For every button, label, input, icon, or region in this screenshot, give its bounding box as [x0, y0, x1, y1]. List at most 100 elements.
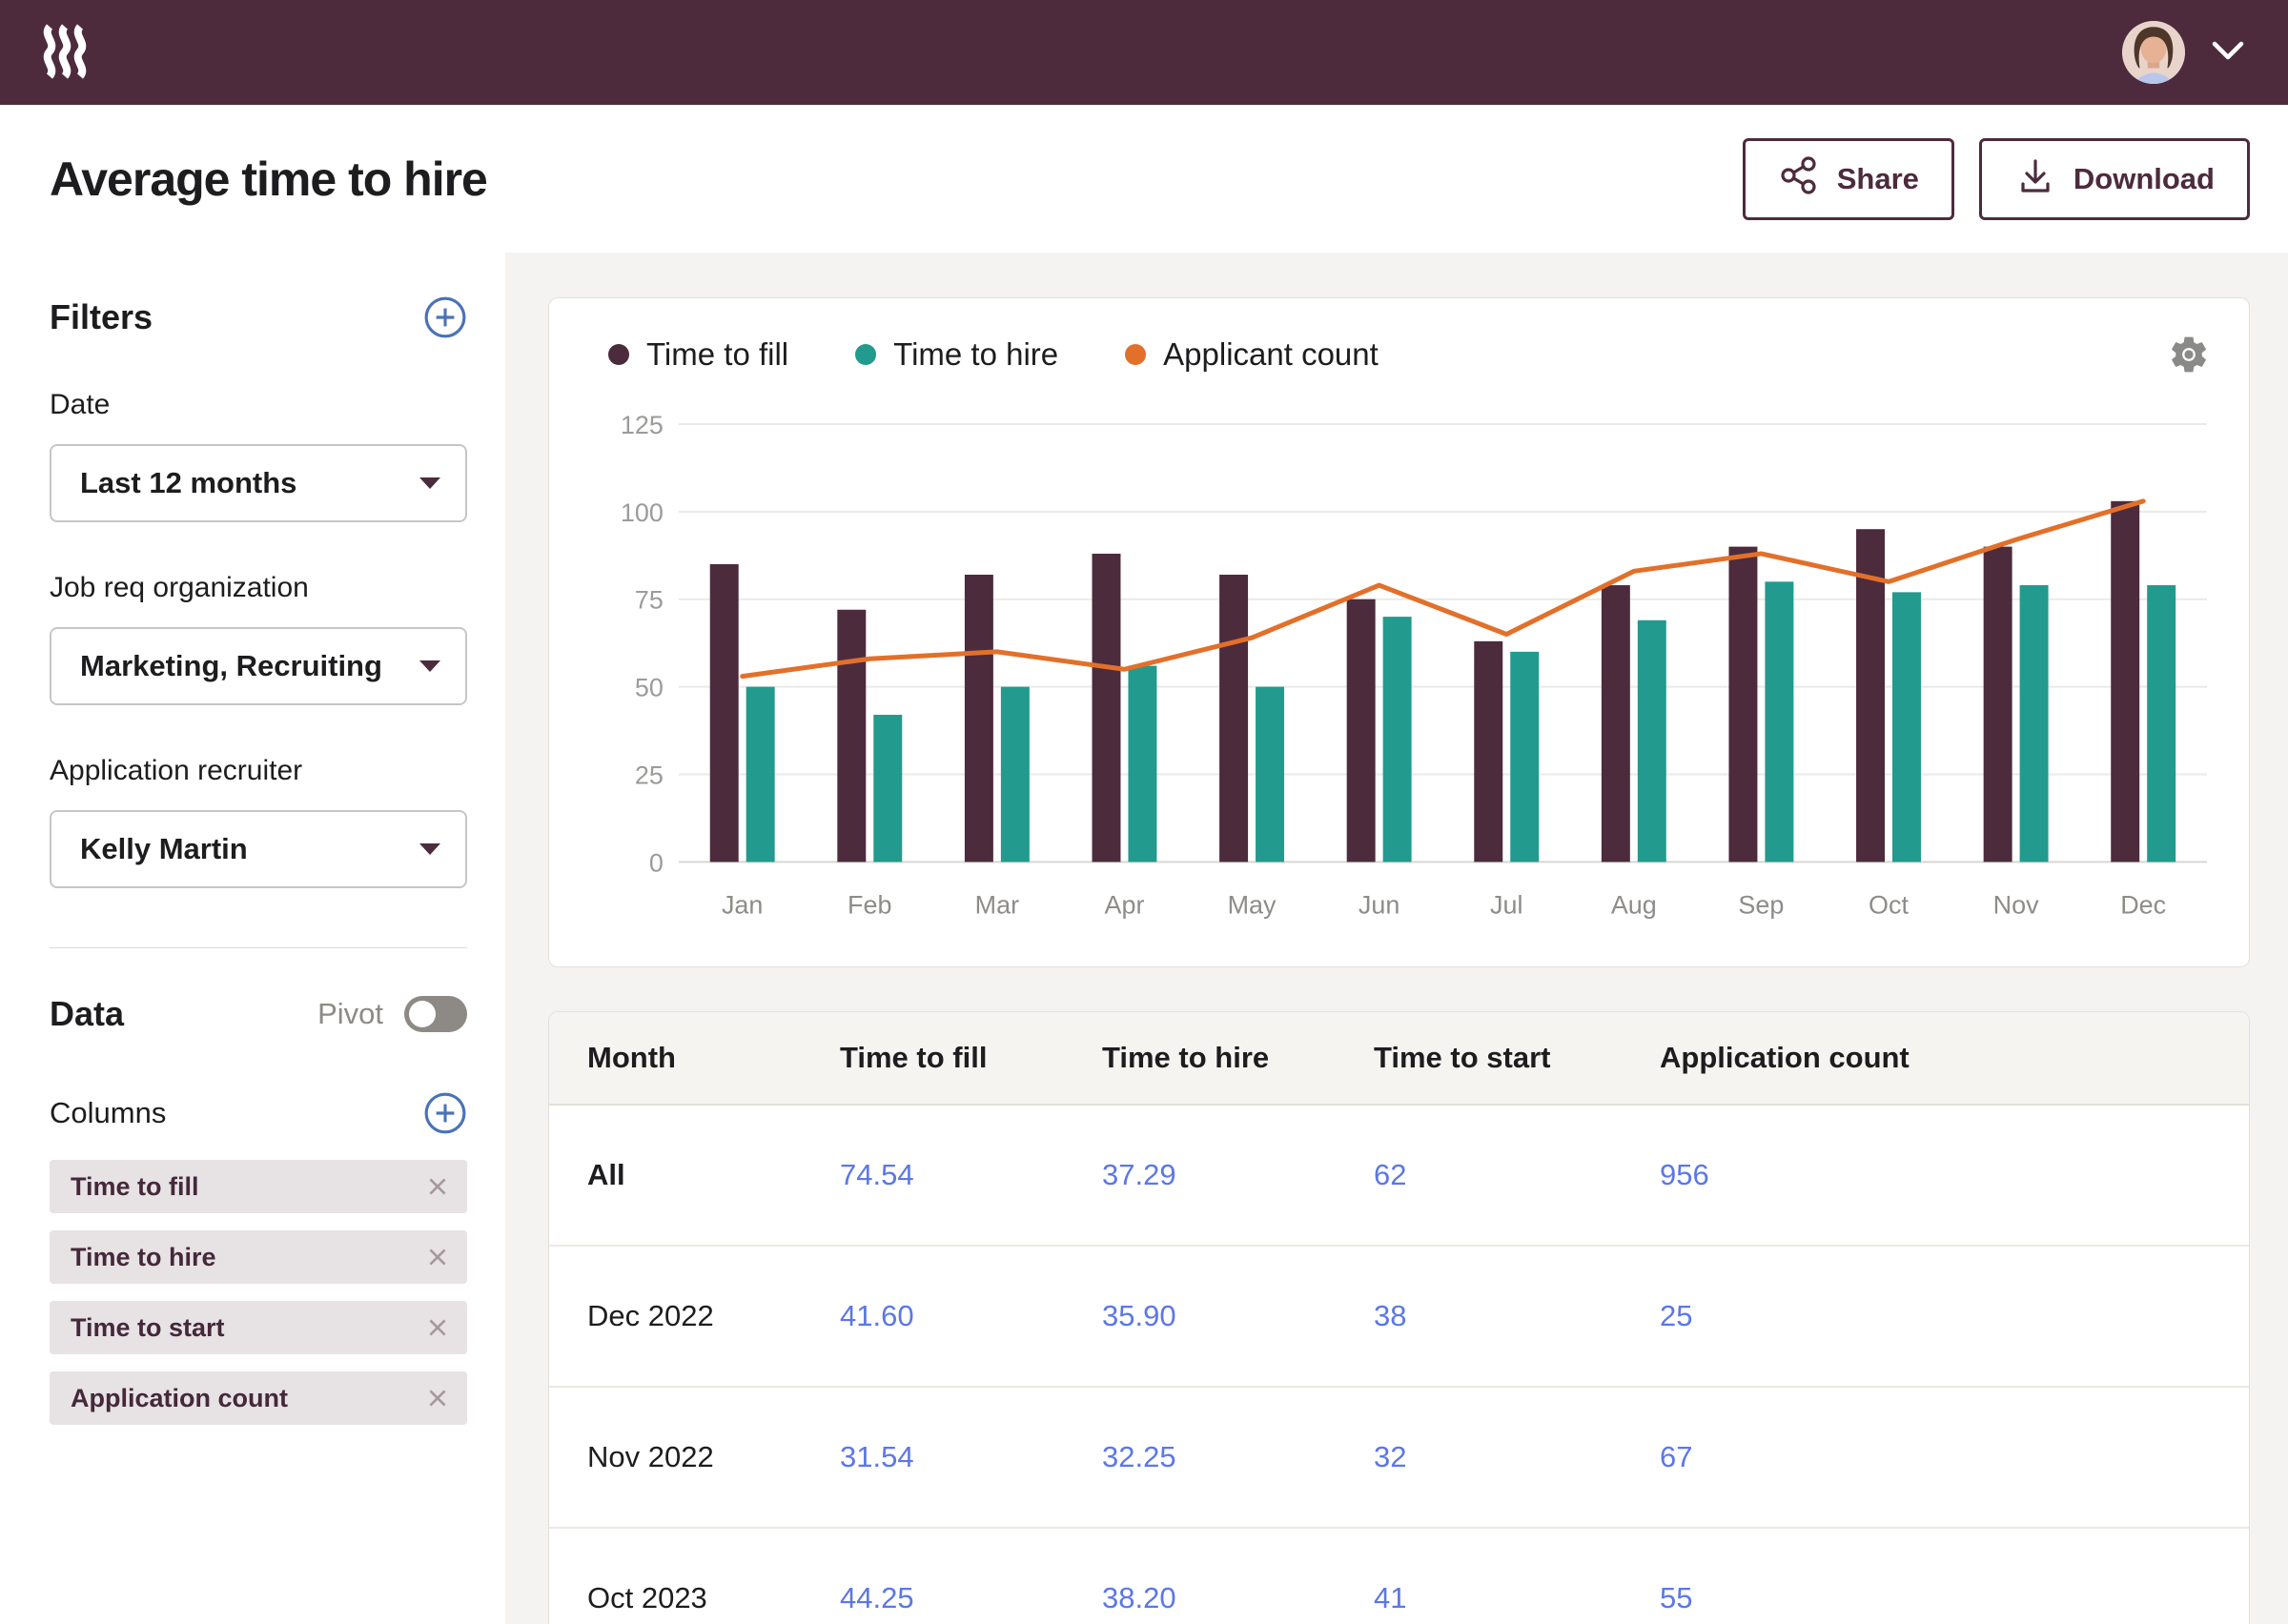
bar-time-to-hire[interactable] — [746, 686, 775, 863]
column-chip[interactable]: Time to start — [50, 1301, 467, 1354]
bar-time-to-fill[interactable] — [1601, 585, 1630, 863]
table-value-cell: 38 — [1374, 1299, 1660, 1333]
table-value-link[interactable]: 55 — [1660, 1581, 1693, 1615]
table-value-cell: 32 — [1374, 1440, 1660, 1474]
bar-time-to-hire[interactable] — [1128, 665, 1157, 863]
bar-time-to-fill[interactable] — [2111, 500, 2140, 863]
table-value-link[interactable]: 32.25 — [1102, 1440, 1176, 1474]
bar-time-to-fill[interactable] — [1474, 640, 1503, 863]
table-month-cell: All — [587, 1158, 625, 1192]
download-button-label: Download — [2073, 161, 2215, 195]
x-axis-tick-label: Mar — [975, 890, 1019, 919]
table-header-cell: Time to hire — [1102, 1041, 1270, 1075]
report-content: Time to fill Time to hire Applicant coun… — [505, 253, 2288, 1624]
column-chip[interactable]: Application count — [50, 1371, 467, 1425]
add-column-button[interactable] — [423, 1091, 467, 1135]
x-axis-tick-label: Jun — [1358, 890, 1399, 919]
bar-time-to-hire[interactable] — [1892, 592, 1921, 863]
bar-time-to-fill[interactable] — [964, 575, 993, 863]
remove-chip-icon[interactable] — [425, 1386, 450, 1411]
table-value-link[interactable]: 62 — [1374, 1158, 1407, 1192]
table-row: Nov 2022 31.54 32.25 32 67 — [549, 1386, 2249, 1527]
remove-chip-icon[interactable] — [425, 1315, 450, 1340]
chevron-down-icon[interactable] — [2210, 38, 2246, 68]
sidebar-divider — [50, 947, 467, 948]
bar-time-to-hire[interactable] — [1000, 686, 1030, 863]
legend-item-time-to-fill[interactable]: Time to fill — [608, 336, 788, 373]
x-axis-tick-label: Nov — [1993, 890, 2039, 919]
table-value-link[interactable]: 31.54 — [840, 1440, 914, 1474]
table-value-link[interactable]: 38.20 — [1102, 1581, 1176, 1615]
chart-settings-gear-icon[interactable] — [2167, 333, 2211, 376]
table-value-link[interactable]: 38 — [1374, 1299, 1407, 1333]
table-value-link[interactable]: 37.29 — [1102, 1158, 1176, 1192]
bar-time-to-hire[interactable] — [1765, 581, 1794, 863]
table-header-cell: Application count — [1660, 1041, 1910, 1075]
line-applicant-count — [740, 498, 2146, 680]
x-axis-tick-label: May — [1228, 890, 1277, 919]
download-button[interactable]: Download — [1978, 137, 2250, 220]
filters-sidebar: Filters Date Last 12 months Job req orga… — [0, 253, 505, 1624]
bar-time-to-hire[interactable] — [1637, 619, 1666, 863]
y-axis-tick-label: 125 — [621, 411, 664, 439]
bar-time-to-hire[interactable] — [873, 715, 903, 863]
table-value-link[interactable]: 41 — [1374, 1581, 1407, 1615]
bar-time-to-hire[interactable] — [1510, 651, 1540, 863]
bar-time-to-hire[interactable] — [2019, 585, 2049, 863]
table-value-cell: 32.25 — [1102, 1440, 1374, 1474]
legend-dot — [608, 344, 629, 365]
table-value-link[interactable]: 44.25 — [840, 1581, 914, 1615]
column-chip-label: Time to hire — [71, 1242, 216, 1271]
date-filter-select[interactable]: Last 12 months — [50, 444, 467, 522]
table-header-row: Month Time to fill Time to hire Time to sta… — [549, 1012, 2249, 1106]
table-value-link[interactable]: 956 — [1660, 1158, 1709, 1192]
legend-item-applicant-count[interactable]: Applicant count — [1125, 336, 1379, 373]
table-value-link[interactable]: 74.54 — [840, 1158, 914, 1192]
pivot-toggle[interactable] — [404, 996, 467, 1032]
x-axis-tick-label: Jan — [722, 890, 763, 919]
column-chip[interactable]: Time to hire — [50, 1230, 467, 1284]
bar-time-to-fill[interactable] — [709, 563, 739, 863]
download-icon — [2014, 154, 2056, 204]
bar-time-to-hire[interactable] — [2147, 585, 2176, 863]
application-recruiter-select[interactable]: Kelly Martin — [50, 810, 467, 888]
table-row: Dec 2022 41.60 35.90 38 25 — [549, 1245, 2249, 1386]
bar-time-to-hire[interactable] — [1382, 617, 1412, 863]
legend-label: Applicant count — [1163, 336, 1379, 372]
x-axis-tick-label: Jul — [1490, 890, 1522, 919]
table-value-link[interactable]: 35.90 — [1102, 1299, 1176, 1333]
remove-chip-icon[interactable] — [425, 1174, 450, 1199]
bar-time-to-fill[interactable] — [1856, 529, 1886, 863]
table-value-link[interactable]: 67 — [1660, 1440, 1693, 1474]
bar-time-to-fill[interactable] — [1092, 553, 1121, 863]
table-row: Oct 2023 44.25 38.20 41 55 — [549, 1527, 2249, 1624]
remove-chip-icon[interactable] — [425, 1245, 450, 1269]
table-value-link[interactable]: 41.60 — [840, 1299, 914, 1333]
job-req-org-select[interactable]: Marketing, Recruiting — [50, 627, 467, 705]
column-chip-label: Time to fill — [71, 1171, 199, 1201]
user-avatar[interactable] — [2122, 21, 2185, 84]
job-req-org-label: Job req organization — [50, 572, 309, 603]
bar-time-to-fill[interactable] — [1346, 599, 1376, 863]
add-filter-button[interactable] — [423, 295, 467, 339]
table-value-cell: 44.25 — [840, 1581, 1102, 1615]
bar-time-to-fill[interactable] — [837, 609, 867, 863]
table-value-link[interactable]: 32 — [1374, 1440, 1407, 1474]
legend-item-time-to-hire[interactable]: Time to hire — [855, 336, 1058, 373]
y-axis-tick-label: 75 — [635, 586, 664, 615]
table-value-link[interactable]: 25 — [1660, 1299, 1693, 1333]
x-axis-tick-label: Oct — [1869, 890, 1909, 919]
share-button[interactable]: Share — [1742, 137, 1954, 220]
bar-time-to-fill[interactable] — [1219, 575, 1249, 863]
bar-time-to-fill[interactable] — [1983, 546, 2012, 863]
y-axis-tick-label: 0 — [649, 848, 664, 877]
bar-time-to-hire[interactable] — [1256, 686, 1285, 863]
table-value-cell: 25 — [1660, 1299, 2211, 1333]
table-month-cell: Dec 2022 — [587, 1299, 714, 1333]
application-recruiter-value: Kelly Martin — [80, 832, 248, 865]
column-chip[interactable]: Time to fill — [50, 1160, 467, 1213]
bar-time-to-fill[interactable] — [1728, 546, 1758, 863]
table-value-cell: 55 — [1660, 1581, 2211, 1615]
pivot-label: Pivot — [317, 997, 383, 1030]
table-value-cell: 956 — [1660, 1158, 2211, 1192]
